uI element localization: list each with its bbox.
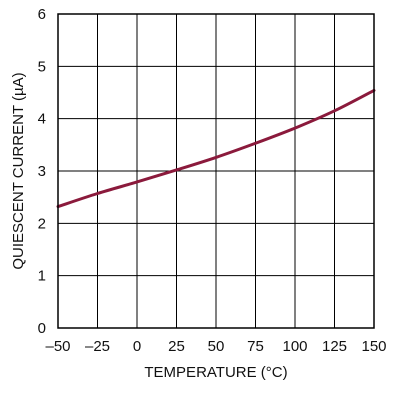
x-tick-label: 0: [133, 338, 141, 355]
x-tick-labels: –50 –25 0 25 50 75 100 125 150: [45, 338, 386, 355]
x-tick-label: 25: [168, 338, 185, 355]
quiescent-current-line: [56, 88, 376, 209]
y-tick-labels: 0 1 2 3 4 5 6: [38, 6, 46, 337]
y-tick-label: 1: [38, 268, 46, 285]
x-tick-label: 50: [208, 338, 225, 355]
x-tick-label: 75: [247, 338, 264, 355]
y-tick-label: 5: [38, 58, 46, 75]
plot-frame: [57, 13, 375, 329]
y-tick-label: 0: [38, 320, 46, 337]
x-tick-label: 100: [282, 338, 307, 355]
y-tick-label: 6: [38, 6, 46, 23]
x-tick-label: 150: [361, 338, 386, 355]
x-tick-label: 125: [322, 338, 347, 355]
y-axis-title: QUIESCENT CURRENT (µA): [10, 72, 27, 269]
grid: [57, 13, 375, 329]
series-layer: [56, 88, 376, 209]
x-axis-title: TEMPERATURE (°C): [144, 364, 287, 381]
y-tick-label: 3: [38, 163, 46, 180]
x-tick-label: –25: [85, 338, 110, 355]
y-tick-label: 2: [38, 215, 46, 232]
x-tick-label: –50: [45, 338, 70, 355]
y-tick-label: 4: [38, 111, 46, 128]
